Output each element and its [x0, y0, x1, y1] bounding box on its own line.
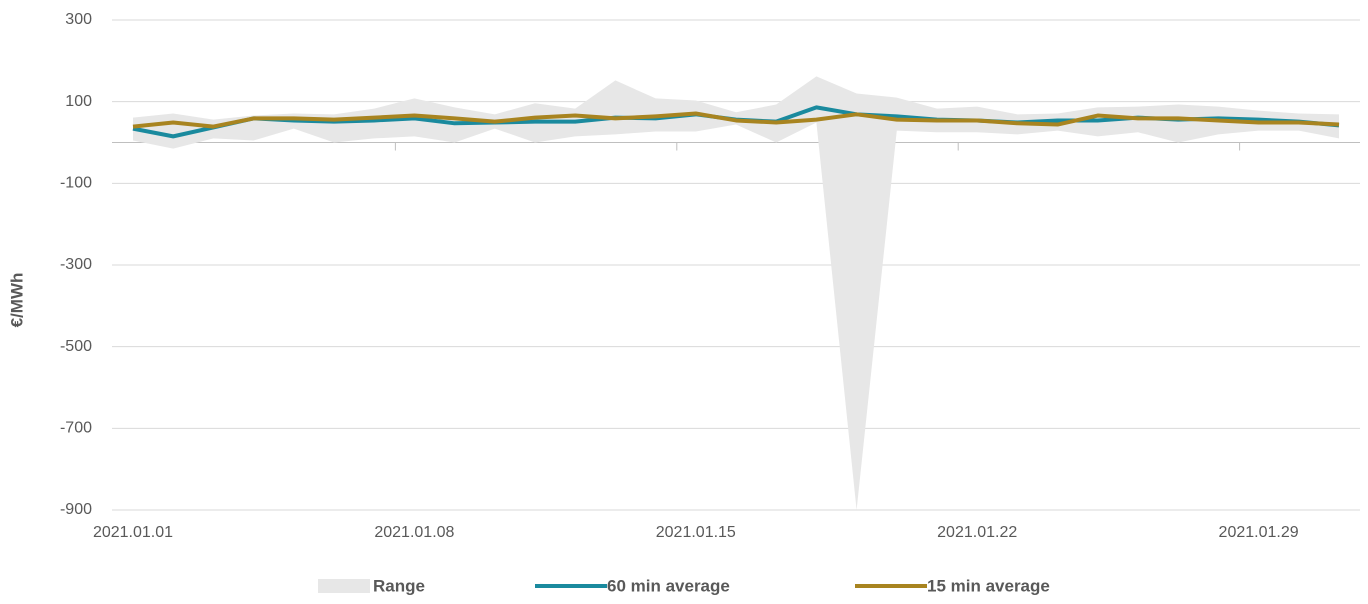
legend-label: Range [373, 576, 425, 595]
series-line [132, 111, 1340, 129]
y-axis-label: €/MWh [7, 273, 26, 328]
y-tick-label: 300 [65, 11, 92, 28]
y-tick-label: -900 [60, 501, 92, 518]
x-tick-label: 2021.01.01 [93, 524, 173, 541]
y-tick-label: -500 [60, 338, 92, 355]
y-tick-label: -700 [60, 420, 92, 437]
legend-label: 15 min average [927, 576, 1050, 595]
x-tick-label: 2021.01.08 [374, 524, 454, 541]
x-tick-label: 2021.01.22 [937, 524, 1017, 541]
range-area [133, 76, 1339, 510]
y-tick-label: -100 [60, 175, 92, 192]
legend-label: 60 min average [607, 576, 730, 595]
y-tick-label: -300 [60, 256, 92, 273]
x-tick-label: 2021.01.29 [1219, 524, 1299, 541]
x-tick-label: 2021.01.15 [656, 524, 736, 541]
legend-swatch [318, 579, 370, 593]
y-tick-label: 100 [65, 93, 92, 110]
